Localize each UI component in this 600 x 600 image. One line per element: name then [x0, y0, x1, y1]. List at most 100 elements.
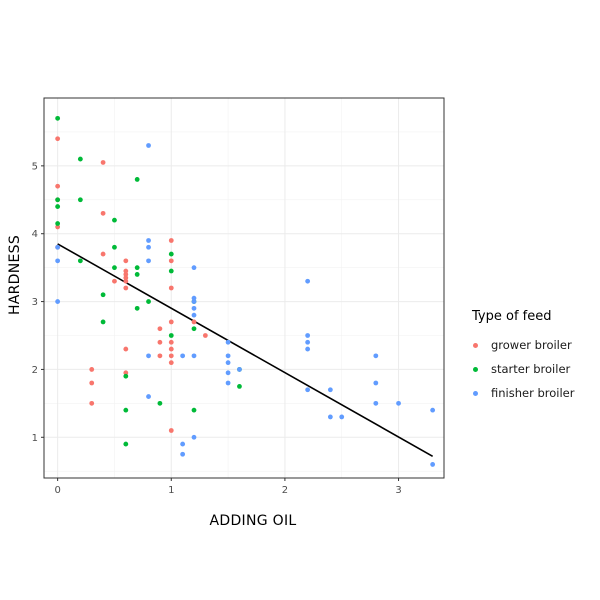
fit-line [57, 243, 434, 457]
legend-label-starter-broiler: starter broiler [491, 362, 571, 376]
point-starter-broiler [55, 204, 61, 209]
point-finisher-broiler [191, 299, 197, 304]
grid-lines [44, 98, 444, 478]
x-tick-label: 1 [168, 485, 174, 496]
point-starter-broiler [55, 197, 61, 203]
point-grower-broiler [123, 278, 129, 284]
point-finisher-broiler [225, 370, 231, 376]
point-finisher-broiler [225, 380, 231, 386]
point-grower-broiler [202, 333, 208, 338]
point-grower-broiler [55, 136, 61, 142]
regression-line [57, 243, 434, 457]
plot-panel-border [43, 97, 445, 479]
legend-title: Type of feed [472, 309, 552, 324]
point-finisher-broiler [396, 400, 401, 406]
point-starter-broiler [77, 258, 83, 264]
point-grower-broiler [100, 160, 106, 165]
legend: Type of feed grower broiler starter broi… [472, 309, 574, 405]
point-grower-broiler [100, 210, 106, 216]
point-grower-broiler [123, 272, 129, 277]
point-finisher-broiler [191, 305, 197, 311]
point-finisher-broiler [146, 143, 151, 148]
point-finisher-broiler [191, 265, 197, 271]
point-starter-broiler [112, 244, 117, 250]
point-grower-broiler [168, 353, 174, 359]
x-tick-label: 0 [54, 485, 60, 496]
point-starter-broiler [168, 251, 174, 257]
point-starter-broiler [123, 441, 129, 447]
point-starter-broiler [123, 373, 129, 379]
point-grower-broiler [55, 224, 61, 230]
point-finisher-broiler [305, 278, 311, 284]
point-grower-broiler [123, 268, 129, 274]
point-grower-broiler [191, 319, 197, 325]
point-finisher-broiler [146, 353, 151, 359]
point-finisher-broiler [191, 353, 197, 359]
point-finisher-broiler [373, 400, 379, 406]
point-starter-broiler [77, 156, 83, 162]
point-grower-broiler [157, 339, 163, 345]
point-grower-broiler [89, 380, 95, 386]
point-finisher-broiler [55, 299, 61, 304]
point-starter-broiler [168, 333, 174, 338]
legend-item-finisher-broiler: finisher broiler [472, 381, 574, 405]
scatter-plot: 0 1 2 3 1 2 3 4 5 ADDING OIL HARDNESS [7, 97, 445, 526]
point-starter-broiler [77, 197, 83, 203]
point-grower-broiler [168, 258, 174, 264]
point-finisher-broiler [146, 258, 151, 264]
point-finisher-broiler [225, 353, 231, 359]
legend-item-starter-broiler: starter broiler [472, 357, 574, 381]
point-grower-broiler [157, 326, 163, 332]
point-starter-broiler [100, 292, 106, 298]
legend-label-grower-broiler: grower broiler [491, 338, 572, 352]
point-starter-broiler [157, 400, 163, 406]
point-grower-broiler [123, 258, 129, 264]
y-axis-title: HARDNESS [7, 235, 23, 315]
legend-label-finisher-broiler: finisher broiler [491, 386, 575, 400]
point-grower-broiler [55, 183, 61, 189]
point-finisher-broiler [373, 380, 379, 386]
point-finisher-broiler [146, 244, 151, 250]
point-finisher-broiler [191, 312, 197, 318]
point-grower-broiler [112, 278, 117, 284]
point-starter-broiler [134, 305, 140, 311]
point-grower-broiler [123, 285, 129, 291]
point-finisher-broiler [146, 394, 151, 399]
point-grower-broiler [168, 360, 174, 366]
y-tick-label: 5 [32, 161, 38, 172]
point-finisher-broiler [373, 353, 379, 359]
data-points [55, 115, 436, 467]
point-starter-broiler [123, 407, 129, 413]
point-starter-broiler [112, 265, 117, 271]
point-finisher-broiler [225, 339, 231, 345]
point-starter-broiler [134, 265, 140, 271]
point-finisher-broiler [146, 238, 151, 243]
point-grower-broiler [168, 319, 174, 325]
point-starter-broiler [146, 299, 151, 304]
point-grower-broiler [157, 353, 163, 359]
y-tick-label: 3 [32, 297, 38, 308]
point-finisher-broiler [55, 258, 61, 264]
point-finisher-broiler [191, 295, 197, 301]
point-finisher-broiler [305, 387, 311, 393]
point-starter-broiler [168, 268, 174, 274]
point-grower-broiler [168, 238, 174, 243]
legend-dot-grower-broiler [473, 342, 478, 348]
point-starter-broiler [134, 177, 140, 182]
point-starter-broiler [191, 326, 197, 332]
point-starter-broiler [55, 221, 61, 226]
point-grower-broiler [123, 370, 129, 376]
point-starter-broiler [112, 217, 117, 223]
point-finisher-broiler [55, 244, 61, 250]
y-axis-ticks: 1 2 3 4 5 [32, 161, 44, 444]
y-tick-label: 1 [32, 433, 38, 444]
legend-dot-starter-broiler [473, 366, 478, 372]
y-tick-label: 2 [32, 365, 38, 376]
point-grower-broiler [123, 275, 129, 281]
point-finisher-broiler [305, 346, 311, 352]
legend-dot-finisher-broiler [473, 390, 478, 396]
x-tick-label: 3 [395, 485, 401, 496]
point-starter-broiler [237, 383, 242, 389]
x-axis-title: ADDING OIL [210, 513, 297, 526]
point-finisher-broiler [327, 414, 333, 420]
